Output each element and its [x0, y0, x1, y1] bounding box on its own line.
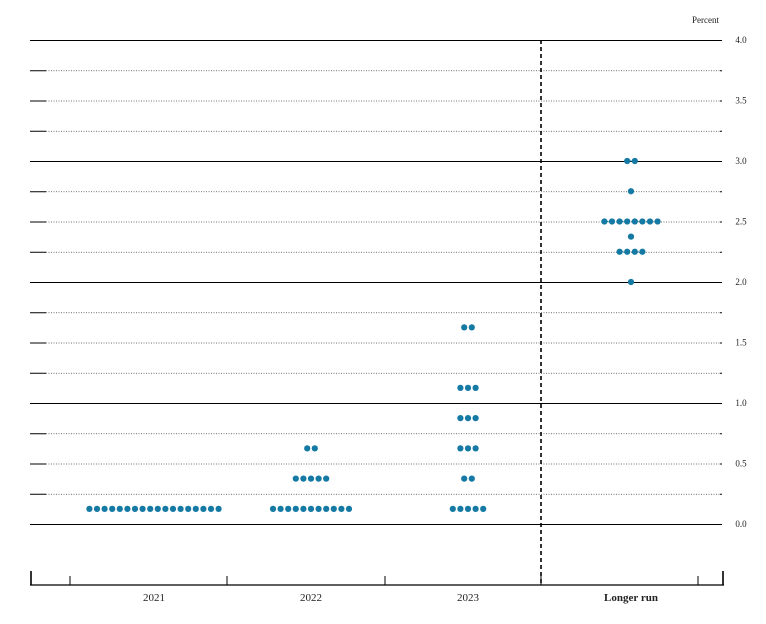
- y-tick-label: 1.0: [735, 398, 747, 408]
- data-point: [480, 505, 487, 512]
- data-point: [457, 505, 464, 512]
- data-point: [323, 475, 330, 482]
- data-point: [192, 505, 199, 512]
- data-point: [472, 445, 479, 452]
- data-point: [285, 505, 292, 512]
- category-label: 2023: [457, 592, 480, 604]
- data-point: [292, 505, 299, 512]
- category-label: 2022: [300, 592, 322, 604]
- data-point: [304, 445, 311, 452]
- data-point: [292, 475, 299, 482]
- data-point: [177, 505, 184, 512]
- y-tick-label: 2.0: [735, 277, 747, 287]
- data-point: [131, 505, 139, 512]
- data-point: [457, 415, 464, 422]
- data-point: [307, 475, 315, 482]
- data-point: [468, 475, 475, 482]
- data-point: [124, 505, 131, 512]
- data-point: [608, 218, 616, 225]
- data-point: [307, 505, 315, 512]
- data-point: [300, 505, 307, 512]
- data-point: [624, 157, 631, 165]
- y-tick-label: 3.5: [735, 96, 747, 106]
- data-point: [139, 505, 146, 512]
- data-point: [93, 505, 101, 512]
- data-point: [116, 505, 123, 512]
- data-point: [464, 384, 472, 391]
- data-point: [457, 445, 464, 452]
- data-point: [323, 505, 330, 512]
- data-point: [624, 248, 631, 255]
- data-point: [315, 475, 322, 482]
- data-point: [646, 218, 654, 225]
- data-point: [277, 505, 284, 512]
- data-point: [147, 505, 154, 512]
- data-point: [464, 445, 472, 452]
- data-point: [627, 278, 635, 286]
- y-tick-label: 0.0: [735, 519, 747, 529]
- data-point: [311, 445, 318, 452]
- data-point: [109, 505, 116, 512]
- data-point: [616, 248, 623, 255]
- data-point: [624, 218, 631, 225]
- y-tick-label: 4.0: [735, 35, 747, 45]
- unit-label: Percent: [692, 15, 719, 25]
- data-point: [101, 505, 108, 512]
- data-point: [330, 505, 337, 512]
- data-point: [449, 505, 456, 512]
- data-point: [461, 475, 468, 482]
- data-point: [169, 505, 177, 512]
- data-point: [631, 157, 638, 165]
- data-point: [472, 384, 479, 391]
- data-point: [631, 248, 638, 255]
- y-tick-label: 0.5: [735, 459, 747, 469]
- data-point: [639, 248, 646, 255]
- data-point: [472, 415, 479, 422]
- data-point: [269, 505, 277, 512]
- data-point: [185, 505, 192, 512]
- data-point: [627, 233, 635, 240]
- data-point: [200, 505, 207, 512]
- data-point: [338, 505, 345, 512]
- data-point: [464, 415, 472, 422]
- y-tick-label: 3.0: [735, 156, 747, 166]
- data-point: [300, 475, 307, 482]
- data-points: [86, 157, 661, 512]
- axes: Percent 0.0 0.5 1.0 1.5 2.0 2.5 3.0 3.5 4.0 2021 2…: [30, 15, 747, 604]
- data-point: [215, 505, 222, 512]
- data-point: [162, 505, 169, 512]
- data-point: [457, 384, 464, 391]
- data-point: [601, 218, 608, 225]
- y-tick-label: 2.5: [735, 217, 747, 227]
- category-label: Longer run: [604, 592, 658, 604]
- data-point: [461, 324, 468, 331]
- data-point: [616, 218, 623, 225]
- gridlines: [30, 40, 722, 525]
- data-point: [464, 505, 472, 512]
- data-point: [154, 505, 161, 512]
- data-point: [627, 188, 635, 195]
- data-point: [472, 505, 479, 512]
- category-label: 2021: [143, 592, 165, 604]
- data-point: [315, 505, 322, 512]
- data-point: [468, 324, 475, 331]
- data-point: [631, 218, 638, 225]
- data-point: [654, 218, 661, 225]
- data-point: [639, 218, 646, 225]
- data-point: [86, 505, 93, 512]
- y-tick-label: 1.5: [735, 338, 747, 348]
- data-point: [345, 505, 353, 512]
- data-point: [207, 505, 215, 512]
